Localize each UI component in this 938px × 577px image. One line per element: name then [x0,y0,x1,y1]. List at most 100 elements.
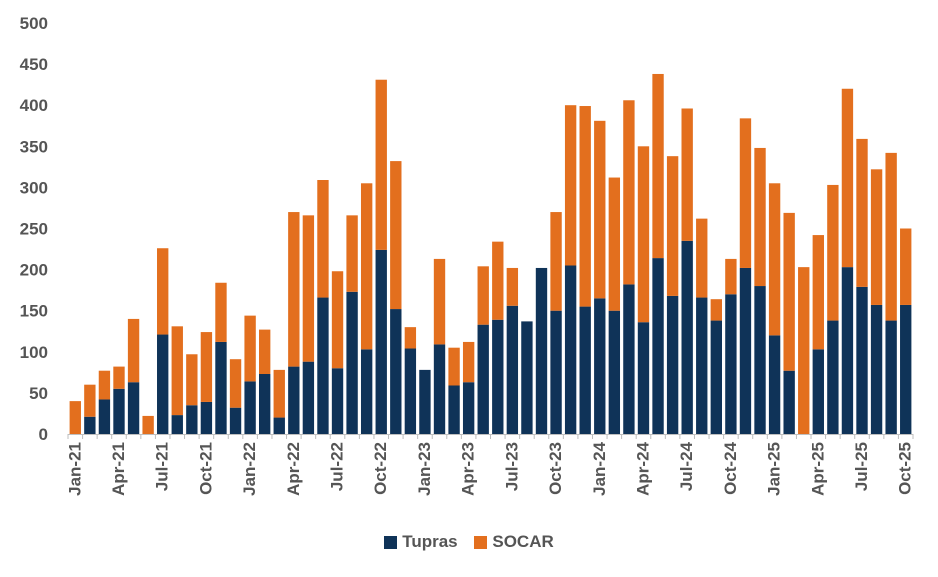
bar-tupras-nov-24 [739,267,752,434]
bar-socar-apr-21 [113,366,125,389]
bar-socar-aug-22 [346,215,358,292]
bar-tupras-dec-22 [404,348,417,434]
bar-socar-aug-24 [696,218,708,298]
bar-socar-dec-23 [579,106,591,307]
bar-socar-apr-24 [637,146,650,323]
legend-item-tupras: Tupras [384,532,458,552]
bar-socar-mar-23 [448,347,460,386]
bar-tupras-aug-25 [870,304,883,434]
bar-tupras-aug-21 [171,415,183,434]
bar-tupras-jul-21 [157,334,169,434]
bar-socar-dec-24 [754,147,766,287]
bar-socar-may-22 [302,215,315,362]
bar-socar-apr-22 [288,212,300,367]
bar-socar-feb-24 [608,177,621,311]
bar-socar-sep-21 [186,354,198,406]
bar-socar-oct-25 [900,228,912,305]
bar-tupras-nov-21 [215,341,227,434]
bar-tupras-jan-23 [419,369,431,434]
bar-socar-apr-23 [462,341,475,383]
x-tick-label: Apr-25 [808,442,827,496]
bar-socar-jun-22 [317,180,329,298]
bar-tupras-mar-22 [273,417,285,434]
bar-socar-feb-21 [84,384,96,417]
x-tick-label: Jul-21 [153,442,172,491]
bar-socar-mar-21 [98,370,111,400]
y-tick-label: 500 [20,14,48,33]
bar-socar-aug-25 [870,169,883,305]
y-tick-label: 200 [20,261,48,280]
bar-tupras-jul-24 [681,240,693,434]
x-tick-label: Jan-22 [240,442,259,496]
x-tick-label: Jan-21 [65,442,84,496]
bar-tupras-apr-23 [462,382,475,434]
bar-tupras-dec-24 [754,286,766,434]
bar-tupras-jan-24 [594,298,606,434]
bar-tupras-sep-24 [710,320,723,434]
bar-socar-may-25 [827,184,839,321]
legend-item-socar: SOCAR [474,532,554,552]
bar-socar-jun-21 [142,415,154,434]
legend-swatch-socar [474,535,488,549]
bar-socar-dec-21 [229,359,242,408]
bar-tupras-sep-21 [186,405,198,434]
bar-socar-feb-22 [258,329,271,374]
bar-socar-jul-21 [157,248,169,335]
bar-socar-oct-22 [375,79,387,250]
bar-tupras-jul-22 [331,368,344,434]
bar-tupras-mar-23 [448,385,460,434]
bar-tupras-mar-21 [98,399,111,434]
legend-swatch-tupras [384,535,398,549]
bar-tupras-jan-25 [768,335,781,434]
bar-socar-feb-23 [433,258,446,345]
bar-socar-sep-25 [885,152,897,321]
bar-socar-jul-22 [331,271,344,369]
bar-socar-nov-24 [739,118,752,268]
bar-socar-oct-23 [550,212,562,311]
bar-socar-sep-24 [710,299,723,321]
x-tick-label: Jul-23 [502,442,521,491]
bar-tupras-apr-24 [637,322,650,434]
bar-socar-dec-22 [404,327,417,349]
bar-tupras-jun-25 [841,267,854,434]
bar-tupras-may-22 [302,361,315,434]
x-tick-label: Jan-25 [765,442,784,496]
x-tick-label: Jan-24 [590,441,609,495]
bar-socar-may-24 [652,73,664,259]
bar-socar-nov-21 [215,282,227,342]
bar-socar-may-23 [477,266,489,325]
bar-socar-jun-24 [666,156,679,296]
x-tick-label: Apr-24 [633,441,652,495]
bar-tupras-oct-21 [200,401,213,434]
bar-socar-may-21 [127,318,140,383]
bar-socar-oct-21 [200,332,213,402]
bar-socar-nov-23 [564,105,577,266]
bar-socar-mar-24 [623,100,635,285]
bar-socar-jun-25 [841,88,854,268]
bar-tupras-apr-22 [288,366,300,434]
y-tick-label: 350 [20,137,48,156]
x-tick-label: Oct-23 [546,442,565,495]
bar-socar-nov-22 [390,161,402,310]
y-tick-label: 300 [20,178,48,197]
bar-tupras-aug-24 [696,297,708,434]
bar-socar-jan-21 [69,401,81,434]
x-tick-label: Jan-23 [415,442,434,496]
bar-tupras-feb-24 [608,310,621,434]
bar-tupras-feb-22 [258,373,271,434]
bar-socar-jul-23 [506,267,519,306]
bar-socar-feb-25 [783,212,795,371]
bar-socar-oct-24 [725,258,737,295]
x-tick-label: Apr-22 [284,442,303,496]
x-tick-label: Oct-25 [896,442,915,495]
bar-tupras-jul-23 [506,305,519,434]
bar-socar-sep-22 [360,183,373,350]
bar-tupras-jun-24 [666,295,679,434]
bar-socar-jan-24 [594,120,606,299]
bar-tupras-sep-23 [535,267,548,434]
x-tick-label: Jul-22 [328,442,347,491]
x-tick-label: Jul-24 [677,441,696,491]
y-tick-label: 0 [39,425,48,444]
bar-tupras-jun-22 [317,297,329,434]
